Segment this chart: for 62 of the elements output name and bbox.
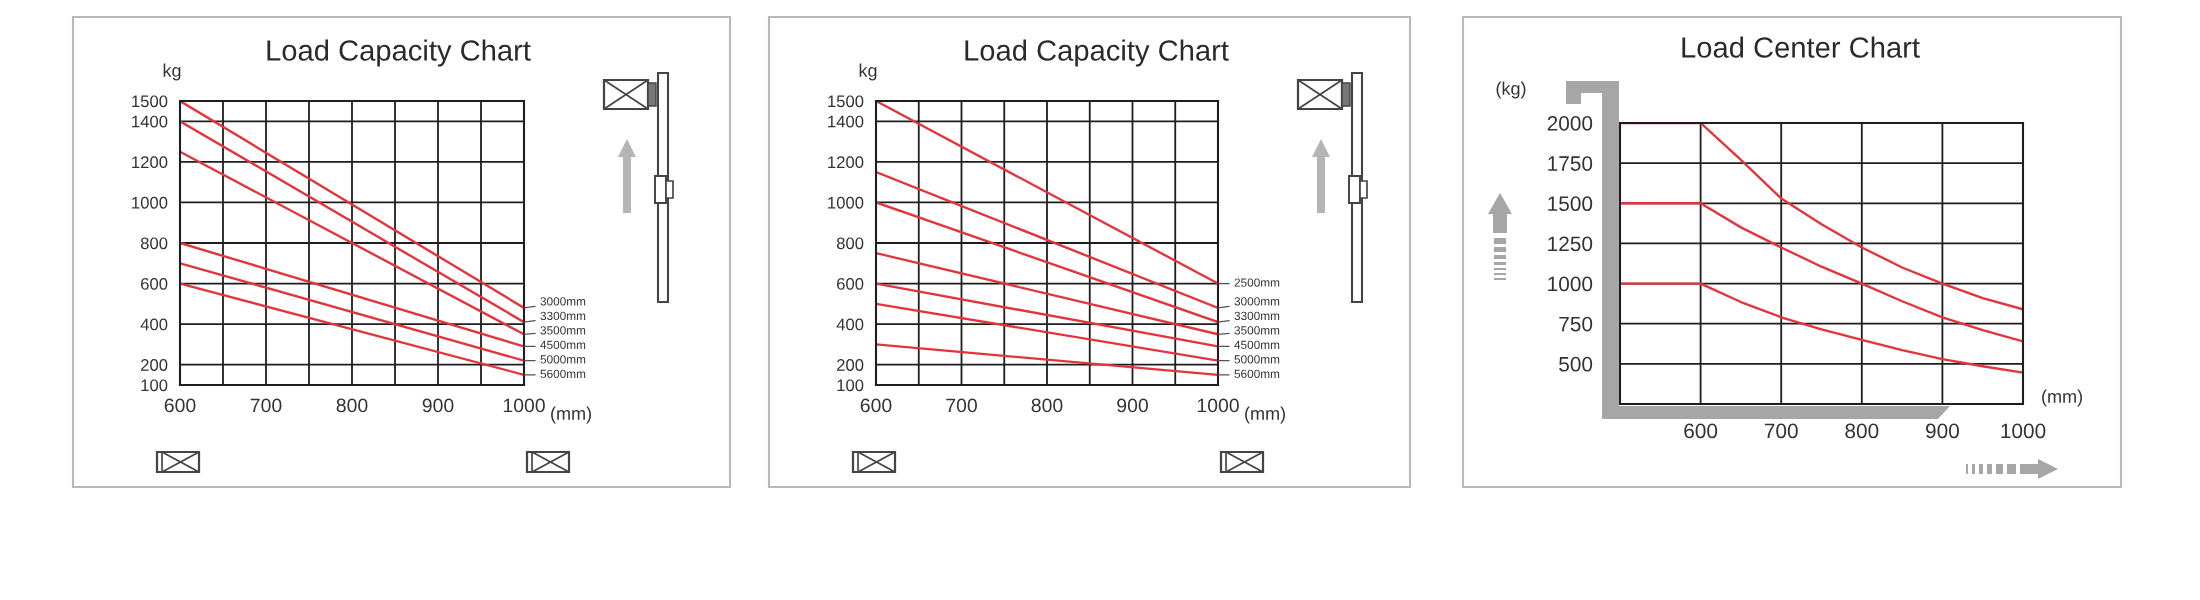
series-label: 4500mm [540,340,586,350]
y-tick-label: 800 [836,237,864,250]
y-tick-label: 1000 [132,196,168,209]
x-tick-label: 700 [250,398,282,413]
y-axis-title: (kg) [1496,81,1526,99]
series-label: 5000mm [1234,355,1280,364]
y-tick-label: 1400 [828,115,864,128]
y-tick-label: 2000 [1547,116,1593,131]
x-tick-label: 900 [1117,398,1148,413]
x-tick-label: 800 [336,398,368,413]
y-tick-label: 100 [837,379,864,392]
x-tick-label: 1000 [503,398,545,413]
y-tick-label: 800 [140,237,168,250]
y-tick-label: 500 [1559,356,1593,372]
y-tick-label: 1250 [1548,236,1593,252]
y-tick-label: 1000 [828,196,864,209]
x-axis-title: (mm) [2042,389,2082,407]
y-tick-label: 200 [837,359,864,371]
chart-title: Load Center Chart [1682,36,1920,58]
series-label: 3500mm [540,326,586,335]
chart-title: Load Capacity Chart [965,39,1229,67]
y-tick-label: 400 [836,318,864,331]
y-tick-label: 600 [837,277,864,290]
y-tick-label: 1500 [132,95,168,108]
series-label: 3000mm [540,297,586,306]
x-tick-label: 700 [946,398,977,413]
y-axis-title: kg [163,63,181,81]
y-tick-label: 200 [141,359,168,371]
x-tick-label: 700 [1764,423,1798,439]
x-tick-label: 800 [1845,423,1879,439]
x-tick-label: 900 [422,398,454,413]
y-tick-label: 1750 [1548,156,1593,171]
series-label: 4500mm [1234,340,1280,350]
series-label: 3300mm [1234,311,1280,321]
y-tick-label: 400 [140,318,168,331]
series-label: 3000mm [1234,297,1280,306]
x-tick-label: 1000 [1197,398,1239,413]
x-axis-title: (mm) [551,406,591,424]
y-tick-label: 100 [141,379,168,392]
y-tick-label: 750 [1559,316,1593,332]
series-label: 2500mm [1234,278,1280,287]
y-axis-title: kg [859,63,877,81]
x-axis-title: (mm) [1245,406,1285,424]
series-label: 3500mm [1234,326,1280,335]
x-tick-label: 900 [1926,423,1959,439]
y-tick-label: 1200 [828,156,864,169]
series-label: 3300mm [540,311,586,321]
series-label: 5600mm [540,369,586,379]
x-tick-label: 600 [1684,423,1718,439]
chart-title: Load Capacity Chart [267,39,531,67]
x-tick-label: 600 [164,398,196,413]
series-label: 5600mm [1234,369,1280,379]
y-tick-label: 1200 [132,156,168,169]
y-tick-label: 1000 [1548,276,1593,292]
y-tick-label: 1500 [1548,196,1593,212]
x-tick-label: 600 [860,398,892,413]
y-tick-label: 600 [141,277,168,290]
x-tick-label: 800 [1031,398,1063,413]
y-tick-label: 1400 [132,115,168,128]
y-tick-label: 1500 [828,95,864,108]
x-tick-label: 1000 [2001,423,2046,439]
series-label: 5000mm [540,355,586,364]
